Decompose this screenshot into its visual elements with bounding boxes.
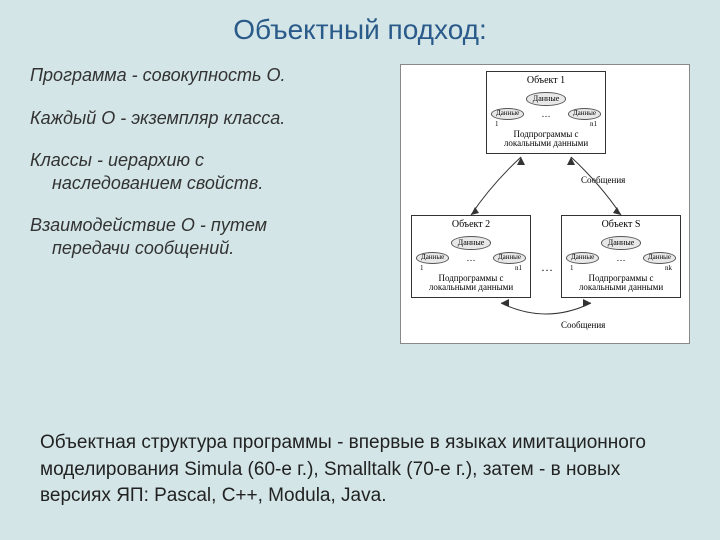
bullet-4-line2: передачи сообщений. [30,237,400,260]
data-ellipse: Данные [451,236,492,250]
data-ellipse: Данные [526,92,567,106]
bullet-3-line1: Классы - иерархию с [30,150,204,170]
data-ellipse-small: Данные [491,108,524,120]
dots-between: … [541,260,553,275]
idx-n1: n1 [590,120,597,128]
idx-1: 1 [420,264,424,272]
dots: … [542,109,551,119]
content-area: Программа - совокупность О. Каждый О - э… [0,46,720,344]
bullet-4-line1: Взаимодействие О - путем [30,215,267,235]
bullet-3: Классы - иерархию с наследованием свойст… [30,149,400,194]
idx-n1: n1 [515,264,522,272]
message-label-bottom: Сообщения [561,320,605,330]
object-box-s: Объект S Данные Данные … Данные 1 nk Подп… [561,215,681,298]
sub-caption: Подпрограммы с локальными данными [566,274,676,293]
bottom-paragraph: Объектная структура программы - впервые … [40,430,680,510]
bullet-3-line2: наследованием свойств. [30,172,400,195]
diagram-column: Объект 1 Данные Данные … Данные 1 n1 Подп… [400,64,700,344]
bullet-2: Каждый О - экземпляр класса. [30,107,400,130]
sub-caption: Подпрограммы с локальными данными [416,274,526,293]
slide-title: Объектный подход: [0,0,720,46]
idx-1: 1 [570,264,574,272]
object-1-title: Объект 1 [491,75,601,86]
object-box-1: Объект 1 Данные Данные … Данные 1 n1 Подп… [486,71,606,154]
dots: … [617,253,626,263]
data-ellipse: Данные [601,236,642,250]
sub-caption: Подпрограммы с локальными данными [491,130,601,149]
bullet-1: Программа - совокупность О. [30,64,400,87]
object-2-title: Объект 2 [416,219,526,230]
data-ellipse-small: Данные [643,252,676,264]
idx-nk: nk [665,264,672,272]
data-ellipse-small: Данные [568,108,601,120]
bullet-4: Взаимодействие О - путем передачи сообще… [30,214,400,259]
text-column: Программа - совокупность О. Каждый О - э… [30,64,400,344]
object-diagram: Объект 1 Данные Данные … Данные 1 n1 Подп… [400,64,690,344]
data-ellipse-small: Данные [416,252,449,264]
message-label-top: Сообщения [581,175,625,185]
idx-1: 1 [495,120,499,128]
dots: … [467,253,476,263]
object-s-title: Объект S [566,219,676,230]
data-ellipse-small: Данные [566,252,599,264]
object-box-2: Объект 2 Данные Данные … Данные 1 n1 Подп… [411,215,531,298]
data-ellipse-small: Данные [493,252,526,264]
